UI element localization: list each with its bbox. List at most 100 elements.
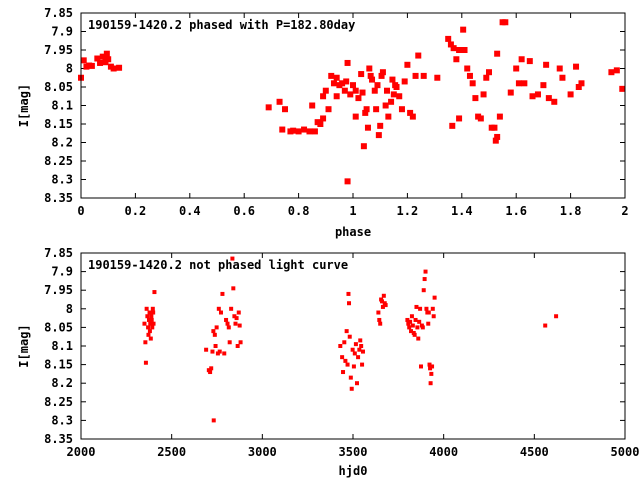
y-tick-label: 8.25 bbox=[44, 395, 73, 409]
x-tick-label: 4000 bbox=[429, 445, 458, 459]
data-point bbox=[341, 370, 346, 375]
data-point bbox=[147, 329, 152, 334]
data-point bbox=[377, 317, 382, 322]
data-point bbox=[480, 91, 487, 98]
phased-data-points bbox=[78, 19, 626, 185]
data-point bbox=[461, 47, 468, 53]
data-point bbox=[340, 355, 345, 360]
data-point bbox=[422, 277, 427, 282]
y-tick-label: 7.85 bbox=[44, 246, 73, 260]
data-point bbox=[453, 56, 460, 63]
data-point bbox=[208, 370, 213, 375]
data-point bbox=[358, 338, 363, 343]
unphased-plot-frame bbox=[80, 252, 626, 440]
data-point bbox=[483, 74, 490, 81]
data-point bbox=[578, 80, 585, 87]
phased-y-axis-label: I[mag] bbox=[17, 84, 31, 127]
phased-chart-title: 190159-1420.2 phased with P=182.80day bbox=[88, 18, 355, 32]
data-point bbox=[344, 59, 351, 66]
data-point bbox=[515, 80, 522, 87]
y-tick-label: 7.95 bbox=[44, 43, 73, 57]
data-point bbox=[378, 321, 383, 326]
data-point bbox=[415, 325, 420, 330]
x-tick-label: 3500 bbox=[339, 445, 368, 459]
data-point bbox=[423, 269, 428, 274]
data-point bbox=[210, 349, 215, 354]
y-tick-label: 7.9 bbox=[51, 265, 73, 279]
data-point bbox=[567, 91, 574, 98]
data-point bbox=[409, 113, 416, 120]
data-point bbox=[445, 35, 452, 42]
data-point bbox=[214, 325, 219, 330]
data-point bbox=[486, 69, 492, 76]
data-point bbox=[343, 358, 348, 363]
data-point bbox=[412, 332, 417, 337]
data-point bbox=[407, 325, 412, 330]
unphased-data-points bbox=[142, 256, 559, 423]
data-point bbox=[414, 304, 419, 309]
data-point bbox=[389, 76, 396, 83]
data-point bbox=[213, 344, 218, 348]
data-point bbox=[573, 63, 580, 70]
data-point bbox=[373, 106, 380, 113]
data-point bbox=[276, 98, 283, 105]
data-point bbox=[227, 340, 232, 345]
data-point bbox=[521, 80, 528, 87]
data-point bbox=[350, 347, 355, 352]
data-point bbox=[362, 109, 369, 116]
data-point bbox=[229, 306, 234, 311]
y-tick-label: 7.9 bbox=[51, 25, 73, 39]
data-point bbox=[491, 124, 498, 131]
data-point bbox=[608, 69, 615, 76]
data-point bbox=[420, 72, 427, 79]
data-point bbox=[295, 128, 302, 135]
data-point bbox=[232, 314, 237, 319]
data-point bbox=[110, 65, 117, 72]
y-tick-label: 8.05 bbox=[44, 80, 73, 94]
data-point bbox=[383, 303, 388, 308]
data-point bbox=[354, 381, 359, 386]
x-tick-label: 2000 bbox=[67, 445, 96, 459]
data-point bbox=[343, 78, 350, 85]
y-tick-label: 8.15 bbox=[44, 358, 73, 372]
x-tick-label: 0 bbox=[77, 204, 84, 218]
data-point bbox=[142, 321, 147, 326]
x-tick-label: 2 bbox=[621, 204, 628, 218]
data-point bbox=[464, 65, 471, 72]
data-point bbox=[388, 98, 395, 105]
data-point bbox=[348, 375, 353, 380]
data-point bbox=[322, 87, 329, 94]
y-tick-label: 8 bbox=[66, 302, 73, 316]
data-point bbox=[385, 113, 392, 120]
unphased-axis-ticks: 2000 2500 3000 3500 4000 4500 5000 7.85 7.9 7.95 8… bbox=[44, 246, 639, 459]
data-point bbox=[148, 336, 153, 341]
data-point bbox=[426, 310, 431, 315]
x-tick-label: 1.8 bbox=[560, 204, 582, 218]
x-tick-label: 1.4 bbox=[451, 204, 473, 218]
data-point bbox=[216, 306, 221, 311]
data-point bbox=[556, 65, 563, 72]
y-tick-label: 8.35 bbox=[44, 191, 73, 205]
data-point bbox=[149, 317, 154, 322]
data-point bbox=[349, 386, 354, 391]
y-tick-label: 8 bbox=[66, 62, 73, 76]
data-point bbox=[218, 310, 223, 315]
data-point bbox=[105, 56, 112, 63]
data-point bbox=[359, 344, 364, 348]
data-point bbox=[279, 126, 286, 133]
data-point bbox=[309, 102, 316, 109]
y-tick-label: 8.2 bbox=[51, 136, 73, 150]
data-point bbox=[393, 84, 400, 90]
data-point bbox=[364, 124, 371, 131]
data-point bbox=[613, 67, 620, 74]
data-point bbox=[575, 84, 582, 90]
data-point bbox=[230, 256, 235, 261]
data-point bbox=[357, 347, 362, 352]
data-point bbox=[211, 329, 216, 334]
data-point bbox=[347, 334, 352, 339]
unphased-y-axis-label: I[mag] bbox=[17, 324, 31, 367]
data-point bbox=[551, 98, 558, 105]
data-point bbox=[494, 133, 501, 140]
data-point bbox=[236, 310, 241, 315]
data-point bbox=[377, 122, 384, 129]
